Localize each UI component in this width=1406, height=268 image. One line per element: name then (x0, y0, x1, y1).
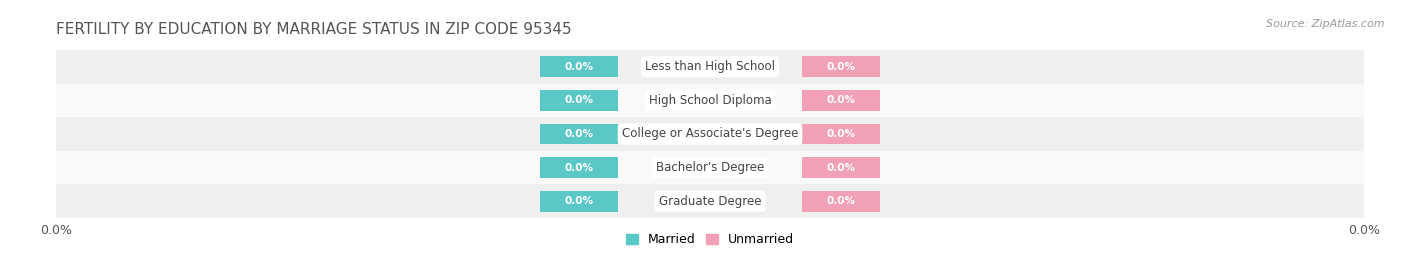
Text: Bachelor's Degree: Bachelor's Degree (657, 161, 763, 174)
Text: 0.0%: 0.0% (565, 95, 593, 105)
Bar (801, 56, 880, 77)
Text: Less than High School: Less than High School (645, 60, 775, 73)
Bar (801, 157, 880, 178)
Legend: Married, Unmarried: Married, Unmarried (620, 228, 800, 251)
Text: High School Diploma: High School Diploma (648, 94, 772, 107)
Bar (540, 157, 619, 178)
Bar (540, 191, 619, 212)
Bar (801, 90, 880, 111)
Bar (56, 184, 1364, 218)
Bar (540, 124, 619, 144)
Text: 0.0%: 0.0% (565, 62, 593, 72)
Text: 0.0%: 0.0% (827, 95, 855, 105)
Bar (56, 84, 1364, 117)
Bar (801, 191, 880, 212)
Text: Graduate Degree: Graduate Degree (659, 195, 761, 208)
Bar (540, 90, 619, 111)
Text: FERTILITY BY EDUCATION BY MARRIAGE STATUS IN ZIP CODE 95345: FERTILITY BY EDUCATION BY MARRIAGE STATU… (56, 22, 572, 37)
Text: 0.0%: 0.0% (827, 62, 855, 72)
Bar (56, 151, 1364, 184)
Text: 0.0%: 0.0% (827, 163, 855, 173)
Bar (540, 56, 619, 77)
Text: 0.0%: 0.0% (565, 129, 593, 139)
Text: 0.0%: 0.0% (565, 163, 593, 173)
Text: Source: ZipAtlas.com: Source: ZipAtlas.com (1267, 19, 1385, 29)
Text: 0.0%: 0.0% (827, 129, 855, 139)
Bar (56, 117, 1364, 151)
Text: 0.0%: 0.0% (827, 196, 855, 206)
Text: 0.0%: 0.0% (565, 196, 593, 206)
Text: College or Associate's Degree: College or Associate's Degree (621, 128, 799, 140)
Bar (801, 124, 880, 144)
Bar (56, 50, 1364, 84)
